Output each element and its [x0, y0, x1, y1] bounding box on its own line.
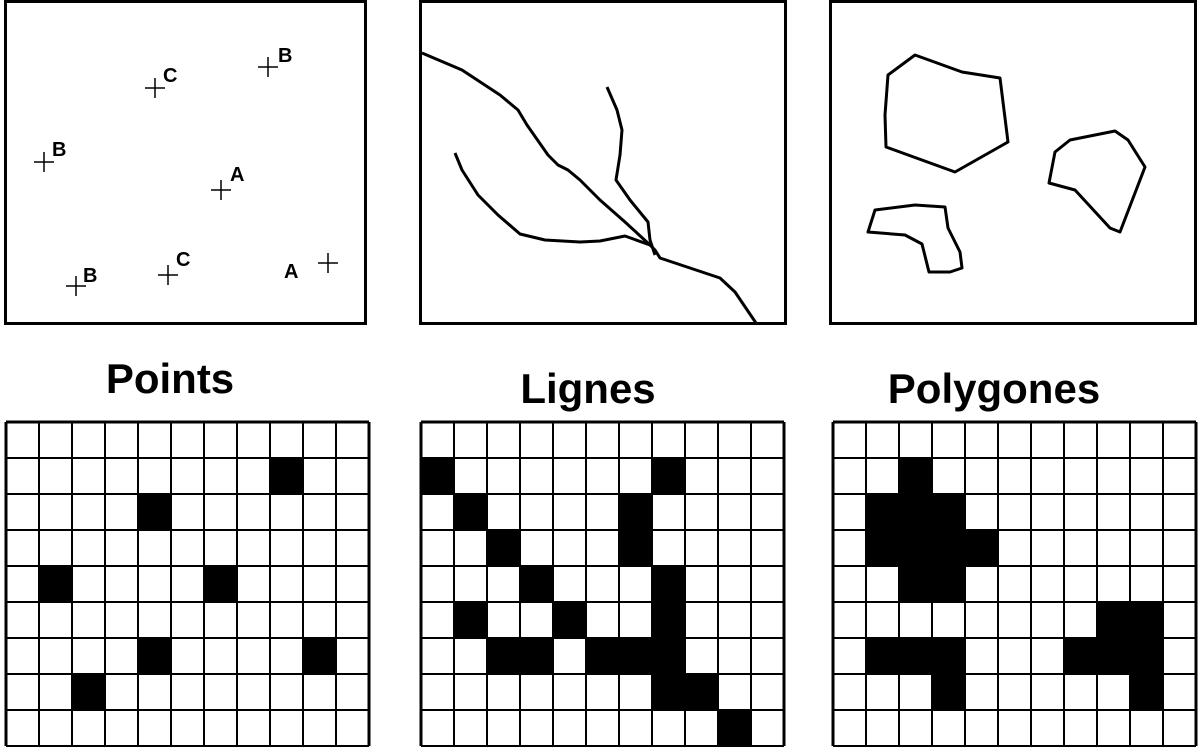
raster-cell-polygones	[932, 494, 965, 530]
raster-cell-lines	[685, 674, 718, 710]
raster-cell-lines	[652, 674, 685, 710]
point-label-c-top: C	[163, 65, 177, 87]
raster-cell-lines	[619, 638, 652, 674]
raster-cell-points	[303, 638, 336, 674]
polygon-small	[866, 203, 964, 274]
polygon-right	[1047, 129, 1147, 234]
raster-cell-lines	[553, 602, 586, 638]
raster-cell-polygones	[899, 566, 932, 602]
river-main-line	[421, 51, 758, 324]
river-branch-right	[605, 86, 657, 256]
raster-cell-lines	[619, 494, 652, 530]
raster-cell-polygones	[932, 674, 965, 710]
point-label-c-bottom: C	[176, 249, 190, 271]
title-points: Points	[105, 355, 235, 402]
raster-cell-lines	[652, 638, 685, 674]
raster-cell-polygones	[1130, 602, 1163, 638]
point-marker-a-right	[318, 253, 338, 273]
raster-cell-polygones	[866, 530, 899, 566]
raster-cell-lines	[487, 638, 520, 674]
raster-grid-points	[4, 420, 371, 747]
vector-lines-panel	[419, 0, 787, 325]
raster-cell-polygones	[899, 638, 932, 674]
raster-cell-polygones	[1130, 638, 1163, 674]
raster-grid-lines	[419, 420, 786, 747]
raster-cell-polygones	[899, 458, 932, 494]
raster-cell-polygones	[1130, 674, 1163, 710]
raster-cell-lines	[454, 602, 487, 638]
polygon-large	[883, 53, 1010, 174]
title-lines: Lignes	[520, 365, 656, 412]
raster-cell-lines	[652, 602, 685, 638]
raster-cell-points	[138, 494, 171, 530]
raster-cell-points	[270, 458, 303, 494]
raster-cell-polygones	[932, 530, 965, 566]
raster-cell-polygones	[899, 494, 932, 530]
raster-cell-lines	[619, 530, 652, 566]
point-marker-b-left	[34, 152, 54, 172]
raster-cell-polygones	[1064, 638, 1097, 674]
raster-cell-polygones	[965, 530, 998, 566]
raster-cell-lines	[520, 638, 553, 674]
raster-cell-points	[39, 566, 72, 602]
raster-cell-lines	[421, 458, 454, 494]
point-label-b-left: B	[52, 139, 66, 161]
raster-cell-lines	[652, 458, 685, 494]
raster-cell-polygones	[932, 566, 965, 602]
point-label-a-mid: A	[230, 164, 244, 186]
point-label-b-top: B	[278, 45, 292, 67]
raster-cell-lines	[520, 566, 553, 602]
point-label-a-right: A	[284, 261, 298, 283]
raster-cell-lines	[652, 566, 685, 602]
raster-cell-polygones	[1097, 638, 1130, 674]
point-marker-b-bottom	[66, 276, 86, 296]
raster-cell-lines	[718, 710, 751, 746]
point-marker-a-mid	[211, 180, 231, 200]
title-polygones: Polygones	[887, 365, 1101, 412]
vector-points-panel	[4, 0, 367, 325]
vector-polygones-panel	[829, 0, 1197, 325]
raster-cell-lines	[487, 530, 520, 566]
raster-cell-lines	[454, 494, 487, 530]
raster-cell-polygones	[932, 638, 965, 674]
raster-cell-points	[72, 674, 105, 710]
raster-cell-polygones	[899, 530, 932, 566]
raster-cell-points	[138, 638, 171, 674]
raster-cell-lines	[586, 638, 619, 674]
point-marker-b-top	[258, 57, 278, 77]
point-marker-c-bottom	[158, 265, 178, 285]
raster-grid-polygones	[831, 420, 1198, 747]
river-branch-left	[453, 152, 651, 247]
raster-cell-polygones	[1097, 602, 1130, 638]
raster-cell-points	[204, 566, 237, 602]
point-marker-c-top	[145, 78, 165, 98]
raster-cell-polygones	[866, 494, 899, 530]
point-label-b-bottom: B	[83, 265, 97, 287]
raster-cell-polygones	[866, 638, 899, 674]
